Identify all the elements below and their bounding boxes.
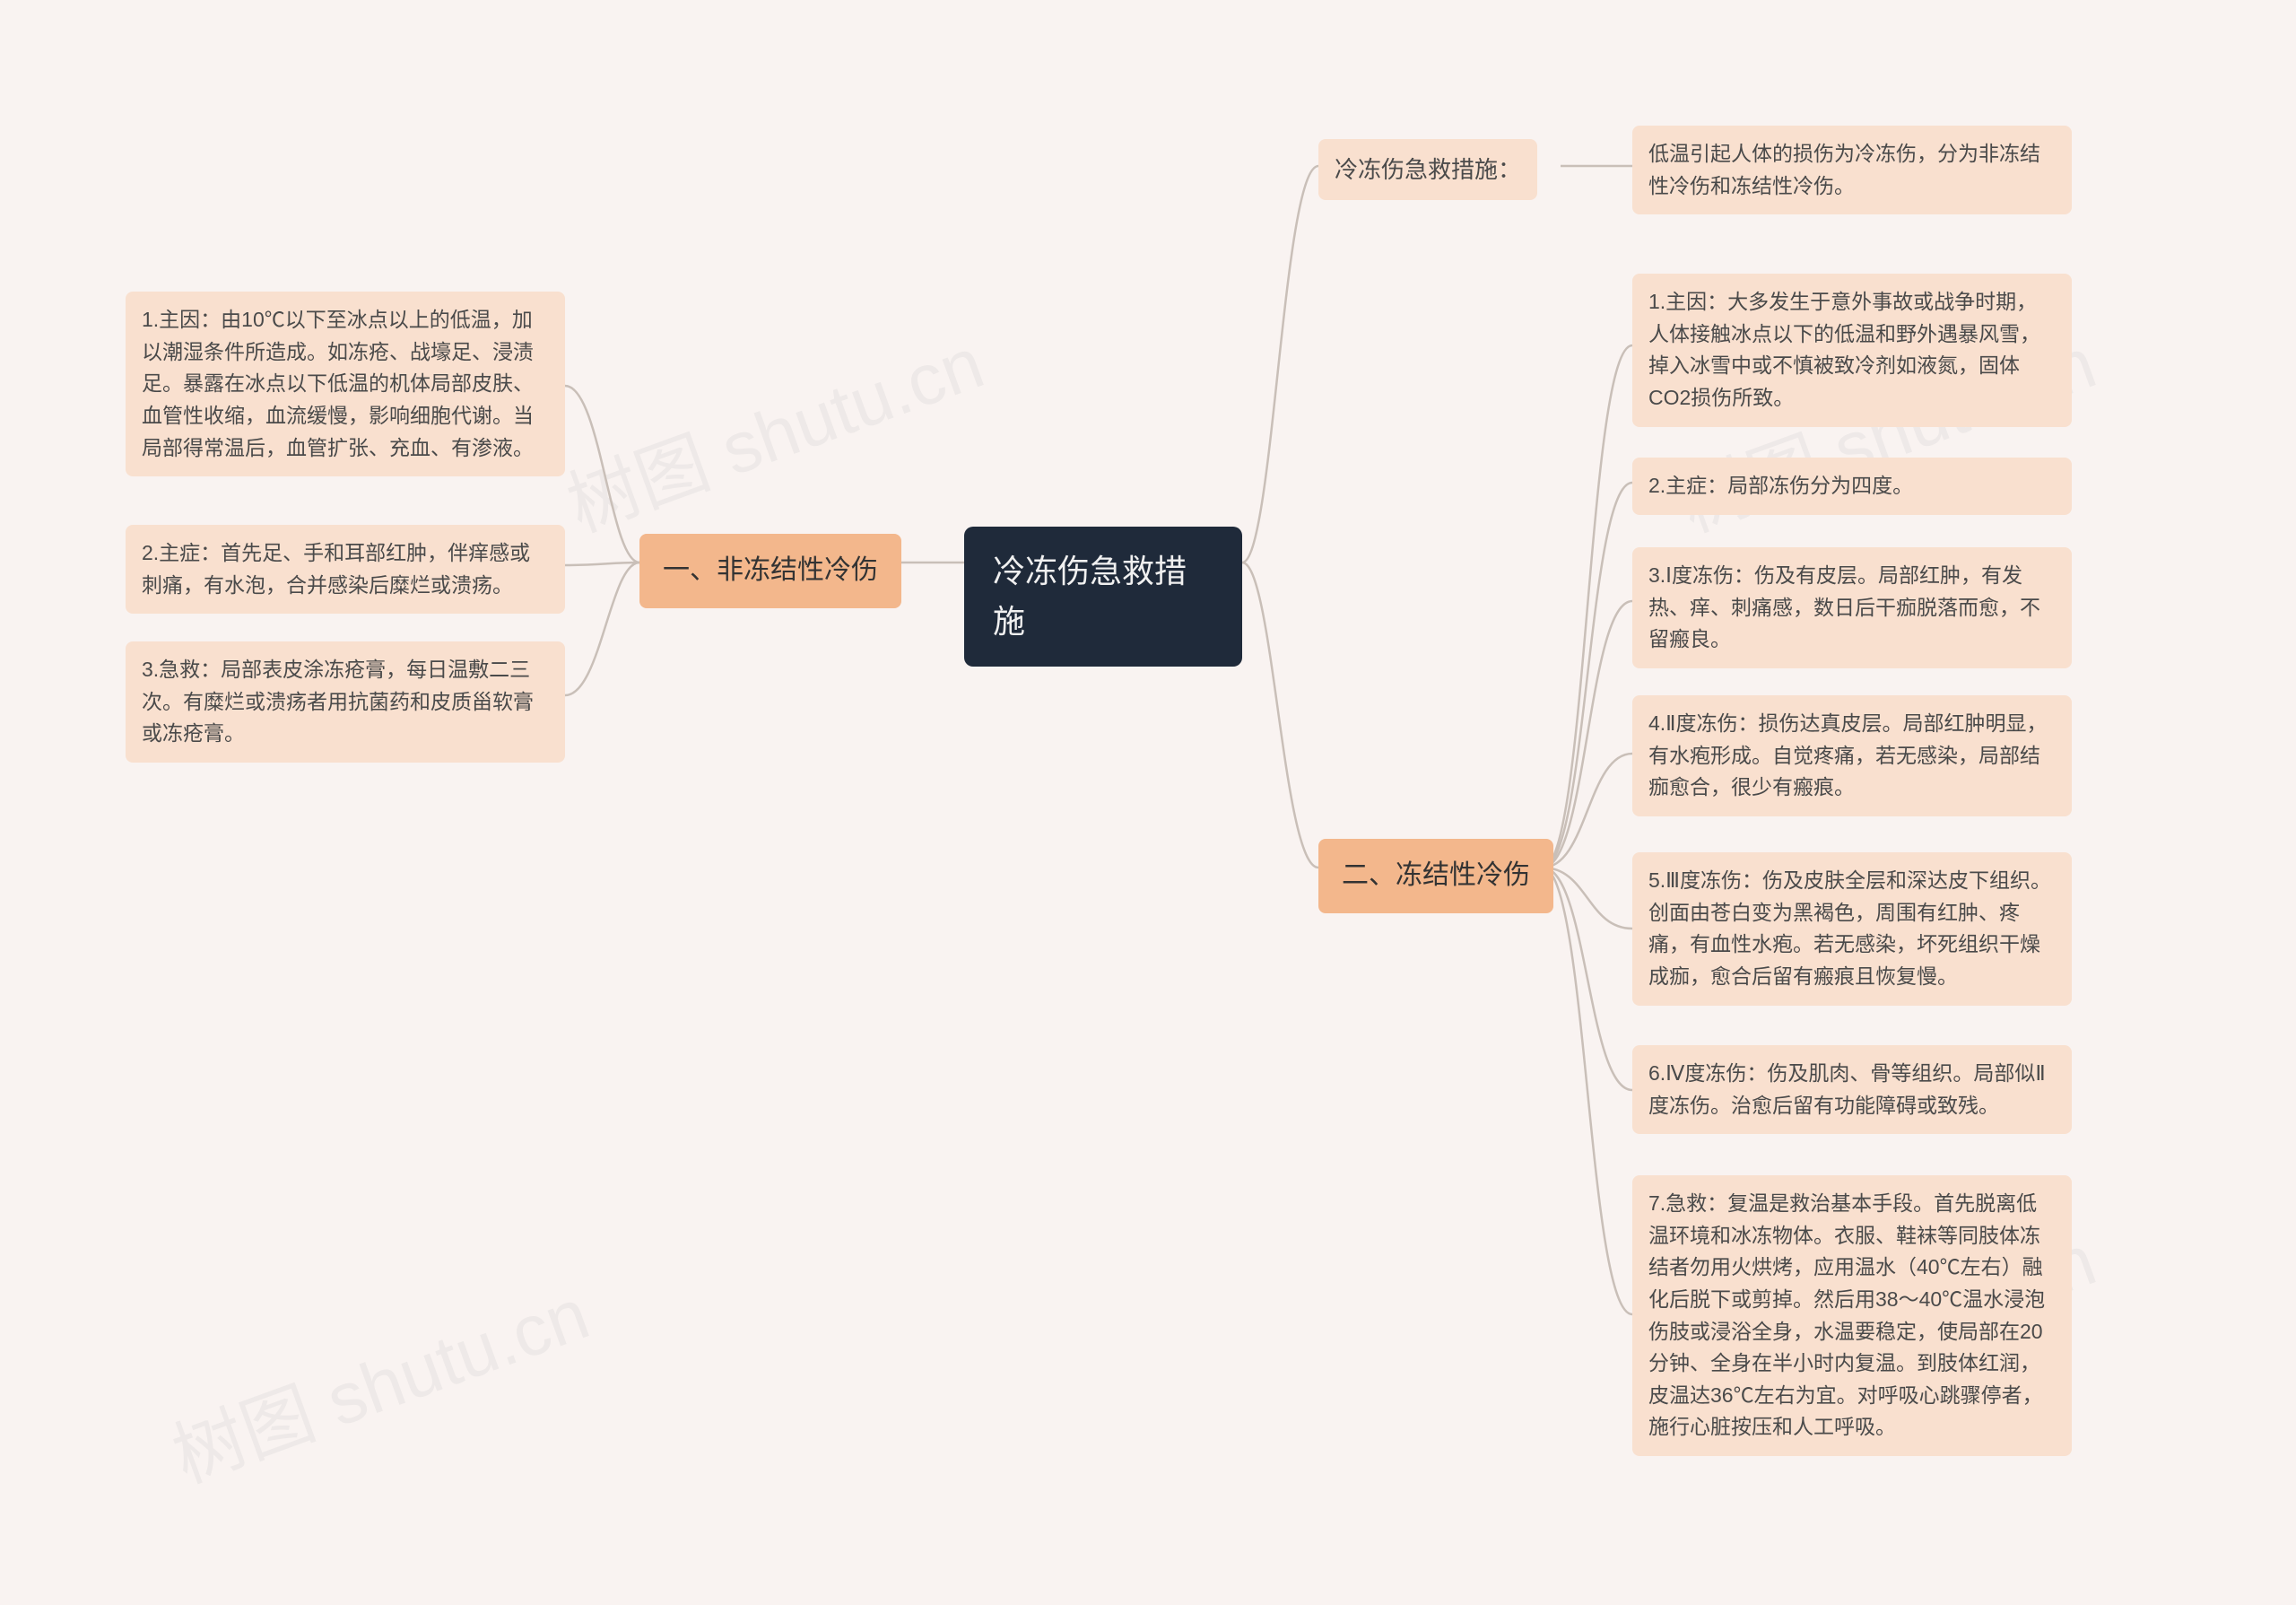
watermark: 树图 shutu.cn: [552, 306, 996, 553]
leaf-freezing-1[interactable]: 1.主因：大多发生于意外事故或战争时期，人体接触冰点以下的低温和野外遇暴风雪，掉…: [1632, 274, 2072, 427]
leaf-freezing-6[interactable]: 6.Ⅳ度冻伤：伤及肌肉、骨等组织。局部似Ⅱ度冻伤。治愈后留有功能障碍或致残。: [1632, 1045, 2072, 1134]
leaf-nonfreezing-1[interactable]: 1.主因：由10℃以下至冰点以上的低温，加以潮湿条件所造成。如冻疮、战壕足、浸渍…: [126, 292, 565, 476]
branch-freezing[interactable]: 二、冻结性冷伤: [1318, 839, 1553, 913]
branch-intro[interactable]: 冷冻伤急救措施：: [1318, 139, 1537, 200]
watermark: 树图 shutu.cn: [157, 1257, 601, 1504]
leaf-intro-1[interactable]: 低温引起人体的损伤为冷冻伤，分为非冻结性冷伤和冻结性冷伤。: [1632, 126, 2072, 214]
leaf-freezing-7[interactable]: 7.急救：复温是救治基本手段。首先脱离低温环境和冰冻物体。衣服、鞋袜等同肢体冻结…: [1632, 1175, 2072, 1456]
leaf-nonfreezing-3[interactable]: 3.急救：局部表皮涂冻疮膏，每日温敷二三次。有糜烂或溃疡者用抗菌药和皮质甾软膏或…: [126, 641, 565, 763]
leaf-freezing-5[interactable]: 5.Ⅲ度冻伤：伤及皮肤全层和深达皮下组织。创面由苍白变为黑褐色，周围有红肿、疼痛…: [1632, 852, 2072, 1006]
root-node[interactable]: 冷冻伤急救措施: [964, 527, 1242, 667]
leaf-freezing-3[interactable]: 3.Ⅰ度冻伤：伤及有皮层。局部红肿，有发热、痒、刺痛感，数日后干痂脱落而愈，不留…: [1632, 547, 2072, 668]
branch-nonfreezing[interactable]: 一、非冻结性冷伤: [639, 534, 901, 608]
leaf-freezing-4[interactable]: 4.Ⅱ度冻伤：损伤达真皮层。局部红肿明显，有水疱形成。自觉疼痛，若无感染，局部结…: [1632, 695, 2072, 816]
leaf-freezing-2[interactable]: 2.主症：局部冻伤分为四度。: [1632, 458, 2072, 515]
leaf-nonfreezing-2[interactable]: 2.主症：首先足、手和耳部红肿，伴痒感或刺痛，有水泡，合并感染后糜烂或溃疡。: [126, 525, 565, 614]
